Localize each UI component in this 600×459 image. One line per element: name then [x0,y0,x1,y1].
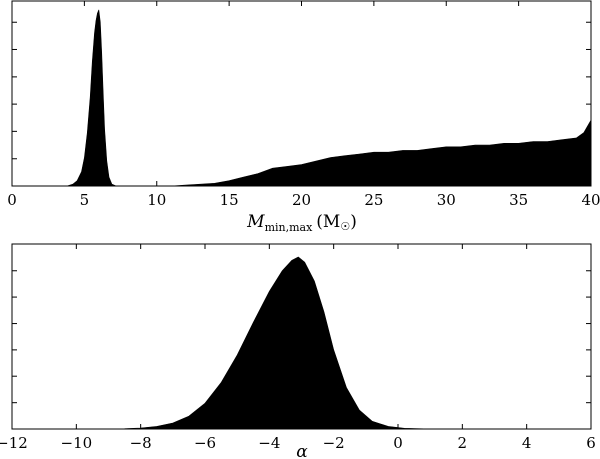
x-tick-label: 15 [220,191,239,209]
x-tick-label: 35 [509,191,528,209]
x-tick-label: 10 [147,191,166,209]
x-tick-label: 40 [581,191,600,209]
x-tick-label: 5 [80,191,90,209]
x-axis-label-top: Mmin,max (M☉) [246,212,357,234]
histogram-series-0 [66,9,117,187]
panel-top: 0 5 10 15 20 25 30 35 40 Mmin,max (M☉) [7,0,600,234]
x-tick-label: −4 [258,434,280,452]
x-tick-label: 0 [393,434,403,452]
panel-bottom: −12 −10 −8 −6 −4 −2 0 2 4 6 α [0,243,596,459]
x-tick-label: 20 [292,191,311,209]
x-tick-label: −10 [61,434,93,452]
histogram-series-1 [171,118,592,187]
x-tick-label: −12 [0,434,28,452]
x-tick-label: −2 [323,434,345,452]
x-tick-label: 4 [522,434,532,452]
x-tick-label: 30 [437,191,456,209]
ticks-bottom: −12 −10 −8 −6 −4 −2 0 2 4 6 [0,244,596,452]
x-tick-label: 0 [7,191,17,209]
histogram-bottom [108,256,447,430]
x-tick-label: 2 [458,434,468,452]
x-tick-label: −8 [130,434,152,452]
ticks-top: 0 5 10 15 20 25 30 35 40 [7,1,600,209]
histogram-top [66,9,592,187]
x-tick-label: 6 [586,434,596,452]
histogram-series-0 [108,256,447,430]
x-axis-label-bottom: α [296,442,308,459]
x-tick-label: −6 [194,434,216,452]
x-tick-label: 25 [364,191,383,209]
